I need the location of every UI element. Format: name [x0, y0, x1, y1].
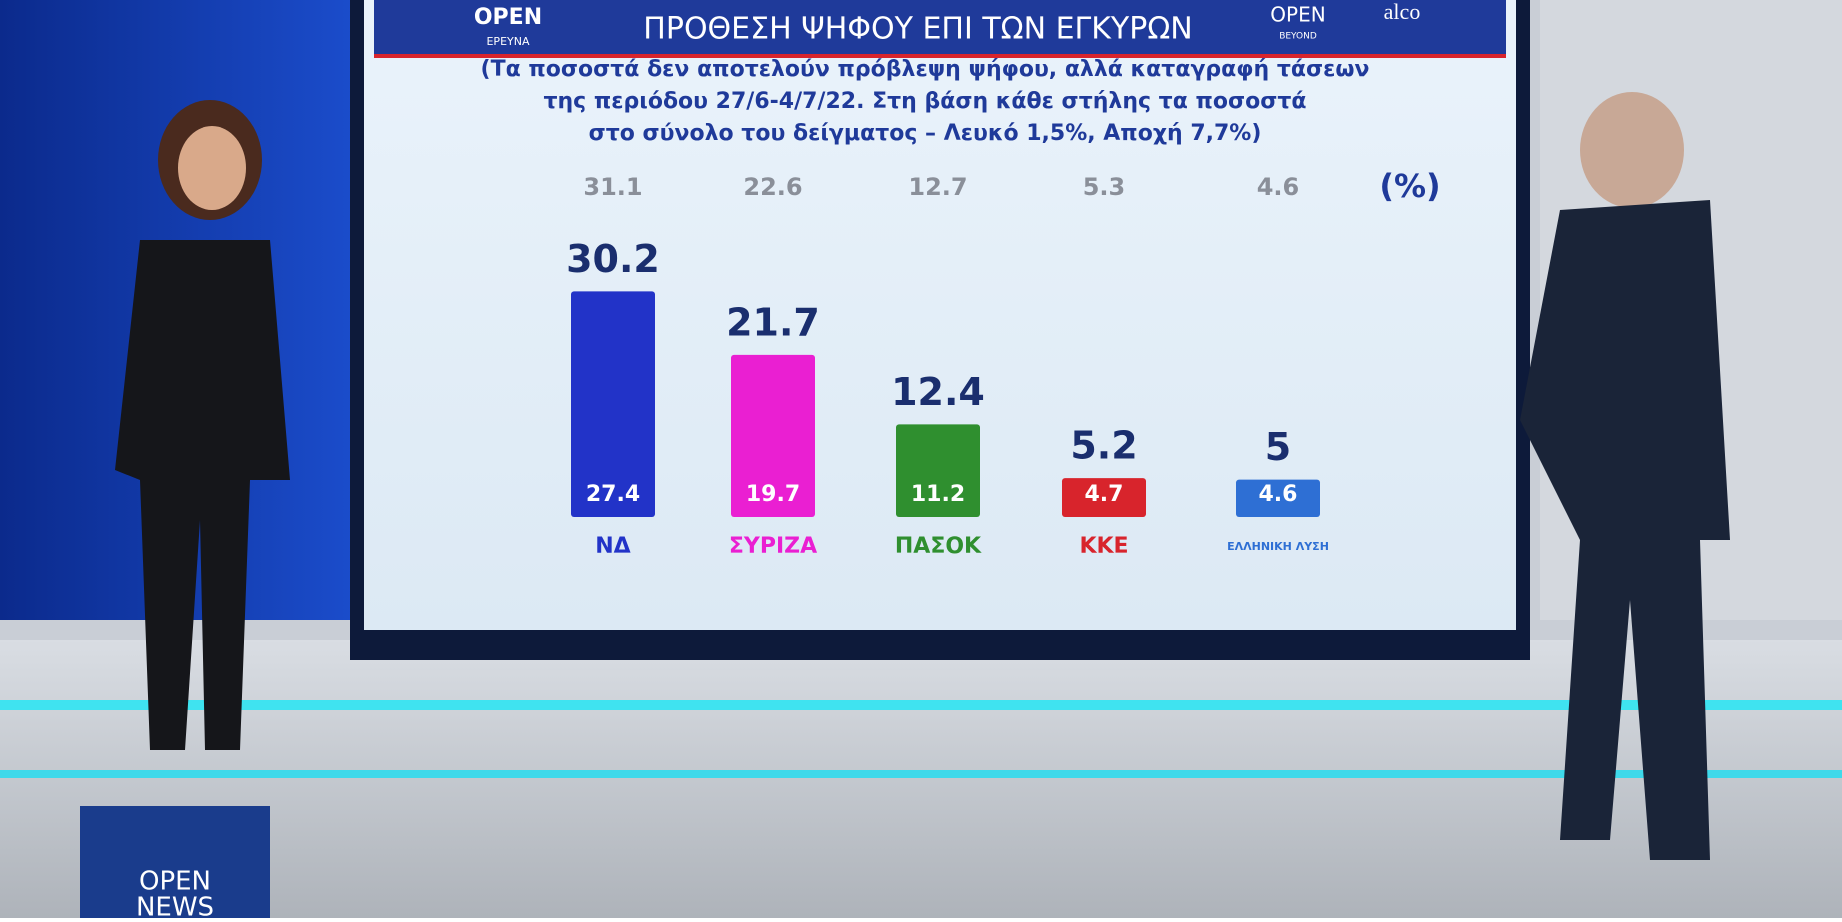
value-label: 12.4: [891, 370, 985, 414]
bar: [1236, 479, 1320, 517]
previous-value: 5.3: [1083, 173, 1126, 201]
bar: [896, 424, 980, 517]
logo: BEYOND: [1279, 32, 1317, 42]
previous-value: 31.1: [583, 173, 642, 201]
logo: OPEN: [474, 5, 542, 30]
sample-value-label: 27.4: [586, 482, 640, 507]
party-label: ΠΑΣΟΚ: [895, 534, 982, 559]
subtitle: (Τα ποσοστά δεν αποτελούν πρόβλεψη ψήφου…: [481, 57, 1370, 146]
value-label: 5: [1265, 425, 1291, 469]
floor-light: [0, 770, 1842, 778]
value-label: 30.2: [566, 237, 660, 281]
subtitle-line: στο σύνολο του δείγματος – Λευκό 1,5%, Α…: [589, 121, 1262, 146]
party-label: ΚΚΕ: [1079, 534, 1128, 559]
party-label: ΝΔ: [595, 534, 630, 559]
presenter-right: [1520, 92, 1730, 860]
logo: OPEN: [1270, 3, 1325, 27]
channel-logo-box: [80, 806, 270, 918]
value-label: 5.2: [1070, 424, 1137, 468]
chart-title: ΠΡΟΘΕΣΗ ΨΗΦΟΥ ΕΠΙ ΤΩΝ ΕΓΚΥΡΩΝ: [643, 12, 1192, 47]
pollster-logo: alco: [1384, 0, 1421, 24]
channel-logo: NEWS: [136, 893, 214, 919]
subtitle-line: της περιόδου 27/6-4/7/22. Στη βάση κάθε …: [543, 89, 1306, 114]
previous-value: 4.6: [1257, 173, 1300, 201]
presenter-left: [115, 100, 290, 750]
unit-label: (%): [1379, 167, 1440, 205]
channel-logo: OPEN: [139, 867, 211, 897]
subtitle-line: (Τα ποσοστά δεν αποτελούν πρόβλεψη ψήφου…: [481, 57, 1370, 82]
bar: [571, 291, 655, 517]
sample-value-label: 19.7: [746, 482, 800, 507]
floor: [0, 640, 1842, 918]
sample-value-label: 4.7: [1085, 482, 1124, 507]
floor-light: [0, 700, 1842, 710]
header-rule: [374, 54, 1506, 58]
logo: ΕΡΕΥΝΑ: [486, 35, 529, 48]
bar: [731, 354, 815, 517]
sample-value-label: 11.2: [911, 482, 965, 507]
sample-value-label: 4.6: [1259, 482, 1298, 507]
bars: 31.1 30.2 27.4 ΝΔ 22.6 21.7 19.7 ΣΥΡΙΖΑ 12.7 12.4…: [566, 173, 1329, 559]
value-label: 21.7: [726, 300, 820, 344]
party-label: ΣΥΡΙΖΑ: [729, 534, 817, 559]
party-label: ΕΛΛΗΝΙΚΗ ΛΥΣΗ: [1227, 540, 1329, 553]
previous-value: 22.6: [743, 173, 802, 201]
previous-value: 12.7: [908, 173, 967, 201]
chart-panel: [364, 0, 1516, 630]
bar: [1062, 478, 1146, 517]
header-bar: [374, 0, 1506, 54]
